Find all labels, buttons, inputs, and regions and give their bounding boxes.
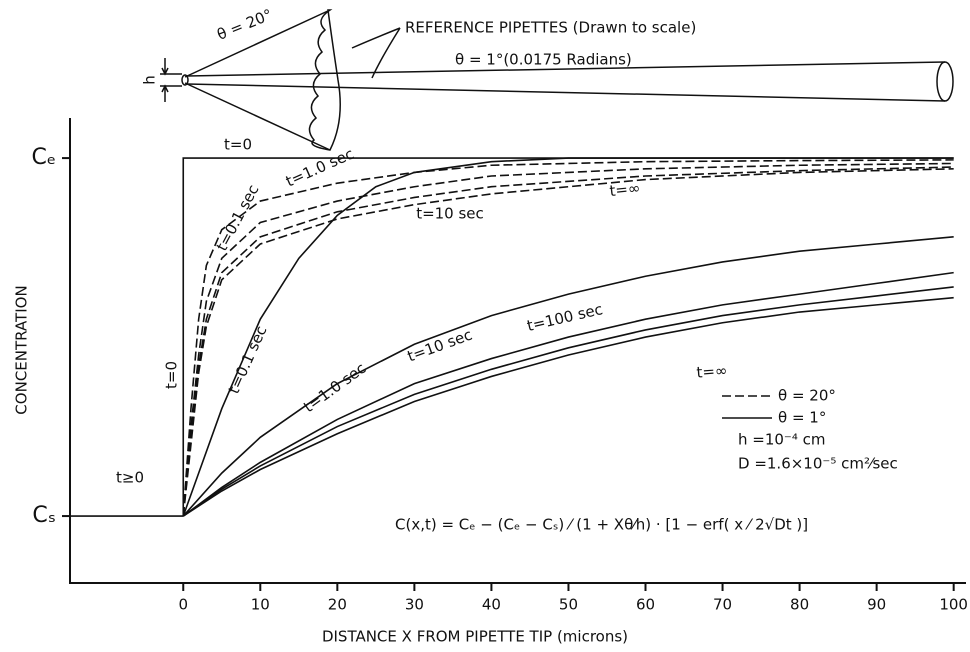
cone-edge <box>184 9 331 78</box>
x-tick-label: 20 <box>328 596 347 614</box>
curve-label: t=100 sec <box>525 300 604 335</box>
x-tick-label: 30 <box>405 596 424 614</box>
x-tick-label: 90 <box>867 596 886 614</box>
x-tick-label: 40 <box>482 596 501 614</box>
solid-curve <box>182 286 954 517</box>
pointer <box>351 27 401 79</box>
solid-curve <box>182 236 954 517</box>
pipette-diagram <box>160 9 954 151</box>
tube-end <box>936 61 954 102</box>
x-axis-label: DISTANCE X FROM PIPETTE TIP (microns) <box>322 628 628 646</box>
y-tick-label: Cₛ <box>32 503 56 528</box>
x-tick-label: 60 <box>636 596 655 614</box>
legend-label: θ = 20° <box>778 387 836 405</box>
dashed-curve <box>182 168 954 517</box>
x-tick-label: 50 <box>559 596 578 614</box>
x-tick-label: 70 <box>713 596 732 614</box>
curve-label: t=1.0 sec <box>300 359 369 416</box>
curve-label: t≥0 <box>116 469 144 487</box>
curve-label: t=0.1 sec <box>225 323 271 396</box>
tube-edge <box>186 61 946 77</box>
annotation: D =1.6×10⁻⁵ cm²⁄sec <box>738 455 898 473</box>
curve-label: t=10 sec <box>405 326 475 366</box>
curve-label: t=∞ <box>696 361 728 381</box>
y-axis-label: CONCENTRATION <box>13 285 31 414</box>
x-tick-label: 100 <box>939 596 968 614</box>
curve-label: t=1.0 sec <box>283 145 356 191</box>
cone-end <box>308 9 341 151</box>
dashed-curve <box>182 162 954 517</box>
tip-label: h <box>141 75 159 85</box>
annotation: C(x,t) = Cₑ − (Cₑ − Cₛ) ⁄ (1 + Xθ⁄h) · [… <box>395 516 808 534</box>
legend-label: θ = 1° <box>778 409 826 427</box>
solid-curve <box>182 296 954 517</box>
tip <box>181 74 189 86</box>
x-tick-label: 0 <box>178 596 188 614</box>
solid-curve <box>182 271 954 517</box>
h-arrows <box>161 58 169 102</box>
curve-label: t=10 sec <box>416 205 484 223</box>
angle-label: θ = 20° <box>214 6 274 44</box>
annotation: h =10⁻⁴ cm <box>738 431 826 449</box>
curve-label: t=0.1 sec <box>213 182 263 254</box>
x-tick-label: 80 <box>790 596 809 614</box>
tube-edge <box>186 83 946 102</box>
cone-edge <box>184 82 331 151</box>
dashed-curve <box>182 159 954 517</box>
annotation: t=0 <box>163 361 181 389</box>
diagram-label: REFERENCE PIPETTES (Drawn to scale) <box>405 19 696 37</box>
curve-label: t=0 <box>224 136 252 154</box>
curve-label: t=∞ <box>609 179 642 200</box>
x-tick-label: 10 <box>251 596 270 614</box>
dashed-curve <box>182 166 954 517</box>
y-tick-label: Cₑ <box>31 145 56 170</box>
solid-curve <box>182 157 954 517</box>
angle-label: θ = 1°(0.0175 Radians) <box>455 51 632 69</box>
